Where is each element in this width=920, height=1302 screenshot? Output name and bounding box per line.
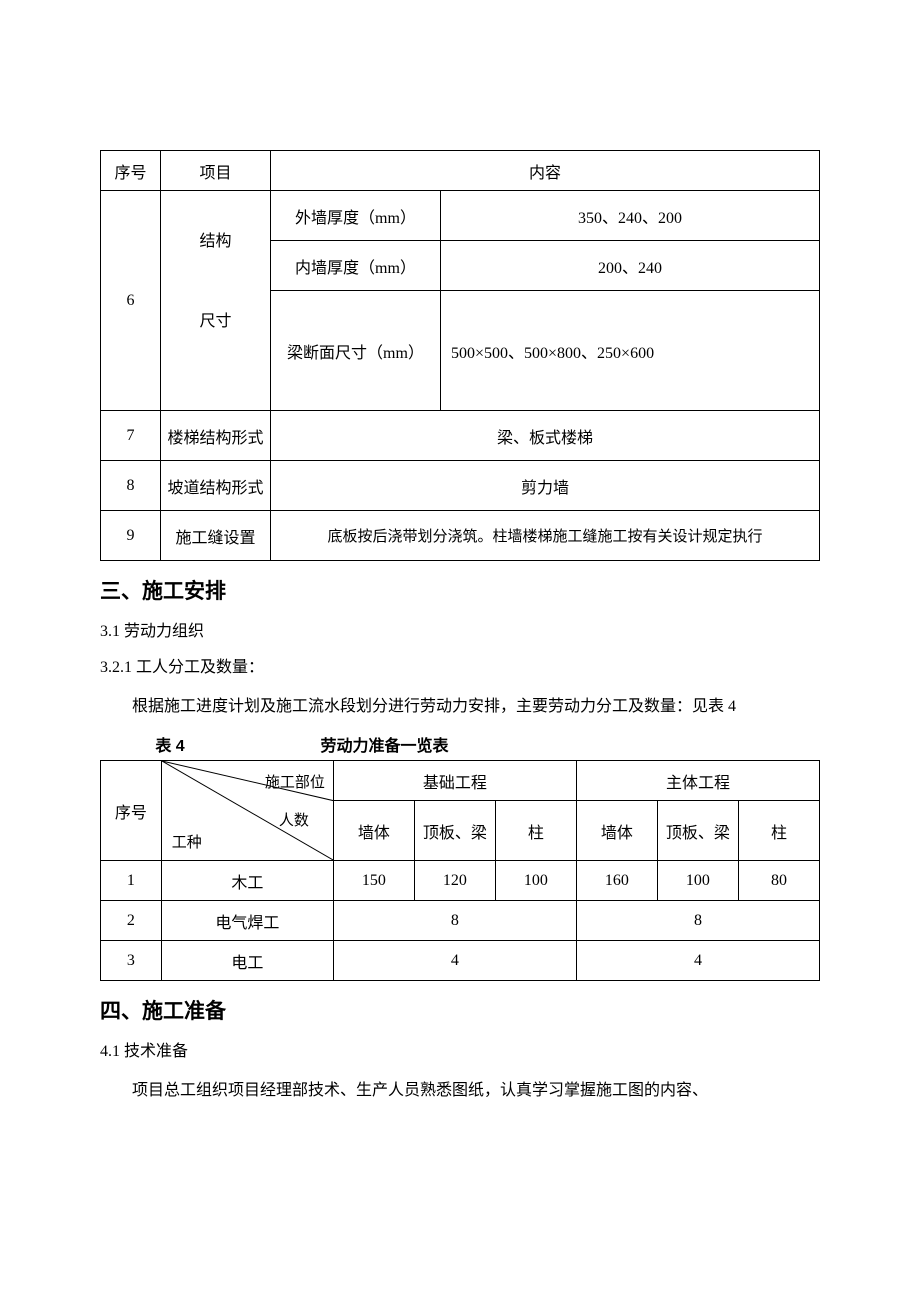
th-sub: 柱 <box>738 801 819 861</box>
table-row: 6 结构 尺寸 外墙厚度（mm） 350、240、200 <box>101 191 820 241</box>
labor-table: 序号 施工部位 人数 工种 基础工程 主体工程 墙体 顶板、梁 柱 墙体 顶板、… <box>100 760 820 981</box>
cell-name: 木工 <box>161 861 333 901</box>
cell-sub-label: 梁断面尺寸（mm） <box>271 291 441 411</box>
subsection-4-1: 4.1 技术准备 <box>100 1037 820 1061</box>
cell-item: 坡道结构形式 <box>161 461 271 511</box>
cell-sub-value: 200、240 <box>441 241 820 291</box>
cell-seq: 2 <box>101 901 162 941</box>
document-page: 序号 项目 内容 6 结构 尺寸 外墙厚度（mm） 350、240、200 内墙… <box>0 0 920 1176</box>
th-seq: 序号 <box>101 151 161 191</box>
cell-seq: 7 <box>101 411 161 461</box>
th-sub: 柱 <box>495 801 576 861</box>
cell-sub-label: 内墙厚度（mm） <box>271 241 441 291</box>
diag-bottom-label: 工种 <box>172 831 202 852</box>
cell-item: 结构 尺寸 <box>161 191 271 411</box>
cell-merged: 4 <box>333 941 576 981</box>
cell-content: 剪力墙 <box>271 461 820 511</box>
table-header-row-1: 序号 施工部位 人数 工种 基础工程 主体工程 <box>101 761 820 801</box>
cell-merged: 8 <box>576 901 819 941</box>
table-row: 7 楼梯结构形式 梁、板式楼梯 <box>101 411 820 461</box>
structure-table: 序号 项目 内容 6 结构 尺寸 外墙厚度（mm） 350、240、200 内墙… <box>100 150 820 561</box>
th-content: 内容 <box>271 151 820 191</box>
cell-sub-value: 500×500、500×800、250×600 <box>441 291 820 411</box>
table-row: 3 电工 4 4 <box>101 941 820 981</box>
cell-seq: 3 <box>101 941 162 981</box>
section-heading-4: 四、施工准备 <box>100 995 820 1025</box>
body-paragraph: 根据施工进度计划及施工流水段划分进行劳动力安排，主要劳动力分工及数量：见表 4 <box>100 689 820 724</box>
table4-caption: 表 4 劳动力准备一览表 <box>100 732 820 756</box>
th-group2: 主体工程 <box>576 761 819 801</box>
cell-seq: 6 <box>101 191 161 411</box>
cell-merged: 4 <box>576 941 819 981</box>
cell-merged: 8 <box>333 901 576 941</box>
subsection-3-2-1: 3.2.1 工人分工及数量： <box>100 653 820 677</box>
th-sub: 墙体 <box>576 801 657 861</box>
cell-val: 150 <box>333 861 414 901</box>
body-paragraph: 项目总工组织项目经理部技术、生产人员熟悉图纸，认真学习掌握施工图的内容、 <box>100 1073 820 1108</box>
section-heading-3: 三、施工安排 <box>100 575 820 605</box>
diag-top-label: 施工部位 <box>265 771 325 792</box>
cell-content: 底板按后浇带划分浇筑。柱墙楼梯施工缝施工按有关设计规定执行 <box>271 511 820 561</box>
cell-seq: 1 <box>101 861 162 901</box>
table4-number: 表 4 <box>100 732 240 756</box>
table-row: 2 电气焊工 8 8 <box>101 901 820 941</box>
table-header-row: 序号 项目 内容 <box>101 151 820 191</box>
cell-seq: 8 <box>101 461 161 511</box>
cell-sub-label: 外墙厚度（mm） <box>271 191 441 241</box>
cell-item-line1: 结构 <box>161 227 270 251</box>
cell-item: 施工缝设置 <box>161 511 271 561</box>
diagonal-header: 施工部位 人数 工种 <box>161 761 333 861</box>
cell-val: 100 <box>657 861 738 901</box>
cell-content: 梁、板式楼梯 <box>271 411 820 461</box>
th-sub: 顶板、梁 <box>414 801 495 861</box>
cell-item: 楼梯结构形式 <box>161 411 271 461</box>
th-group1: 基础工程 <box>333 761 576 801</box>
th-sub: 顶板、梁 <box>657 801 738 861</box>
table-row: 9 施工缝设置 底板按后浇带划分浇筑。柱墙楼梯施工缝施工按有关设计规定执行 <box>101 511 820 561</box>
cell-seq: 9 <box>101 511 161 561</box>
subsection-3-1: 3.1 劳动力组织 <box>100 617 820 641</box>
cell-val: 100 <box>495 861 576 901</box>
th-item: 项目 <box>161 151 271 191</box>
cell-item-line2: 尺寸 <box>161 307 270 331</box>
cell-val: 80 <box>738 861 819 901</box>
th-seq: 序号 <box>101 761 162 861</box>
cell-sub-value: 350、240、200 <box>441 191 820 241</box>
cell-val: 160 <box>576 861 657 901</box>
th-sub: 墙体 <box>333 801 414 861</box>
table-row: 8 坡道结构形式 剪力墙 <box>101 461 820 511</box>
diag-mid-label: 人数 <box>279 809 309 830</box>
table-row: 1 木工 150 120 100 160 100 80 <box>101 861 820 901</box>
cell-val: 120 <box>414 861 495 901</box>
table4-title: 劳动力准备一览表 <box>244 732 524 756</box>
cell-name: 电工 <box>161 941 333 981</box>
cell-name: 电气焊工 <box>161 901 333 941</box>
